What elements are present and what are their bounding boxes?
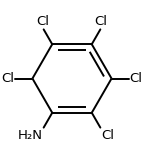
Text: Cl: Cl <box>101 129 114 141</box>
Text: Cl: Cl <box>130 72 143 85</box>
Text: Cl: Cl <box>94 16 107 28</box>
Text: H₂N: H₂N <box>18 129 43 141</box>
Text: Cl: Cl <box>37 16 50 28</box>
Text: Cl: Cl <box>1 72 14 85</box>
